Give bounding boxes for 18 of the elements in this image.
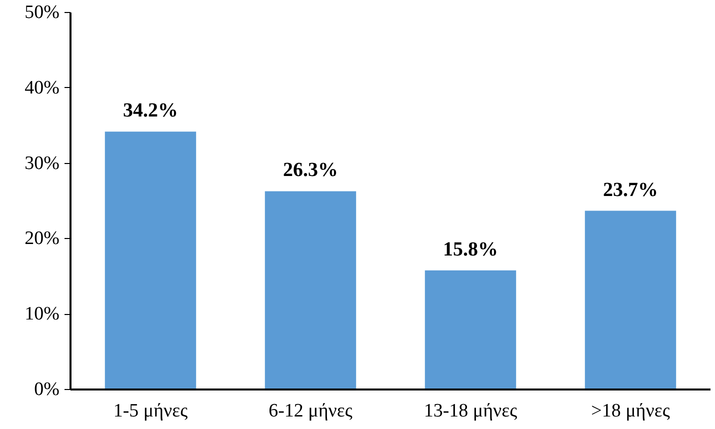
y-tick-label: 50% (24, 2, 60, 23)
data-label: 15.8% (443, 238, 498, 260)
x-tick-label: 6-12 μήνες (268, 400, 353, 422)
y-tick-label: 30% (24, 152, 60, 174)
data-label: 23.7% (603, 178, 658, 201)
bar (264, 191, 356, 390)
x-tick-label: 13-18 μήνες (424, 400, 518, 422)
bar (584, 210, 676, 390)
y-tick-label: 20% (24, 228, 60, 250)
x-tick-label: >18 μήνες (591, 400, 670, 422)
data-label: 26.3% (283, 159, 338, 182)
y-tick-label: 0% (34, 379, 60, 400)
bar (424, 270, 516, 390)
data-label: 34.2% (123, 100, 178, 122)
bar (104, 132, 196, 390)
x-tick-label: 1-5 μήνες (113, 400, 188, 422)
y-tick-label: 40% (24, 77, 60, 98)
y-tick-label: 10% (24, 304, 60, 325)
